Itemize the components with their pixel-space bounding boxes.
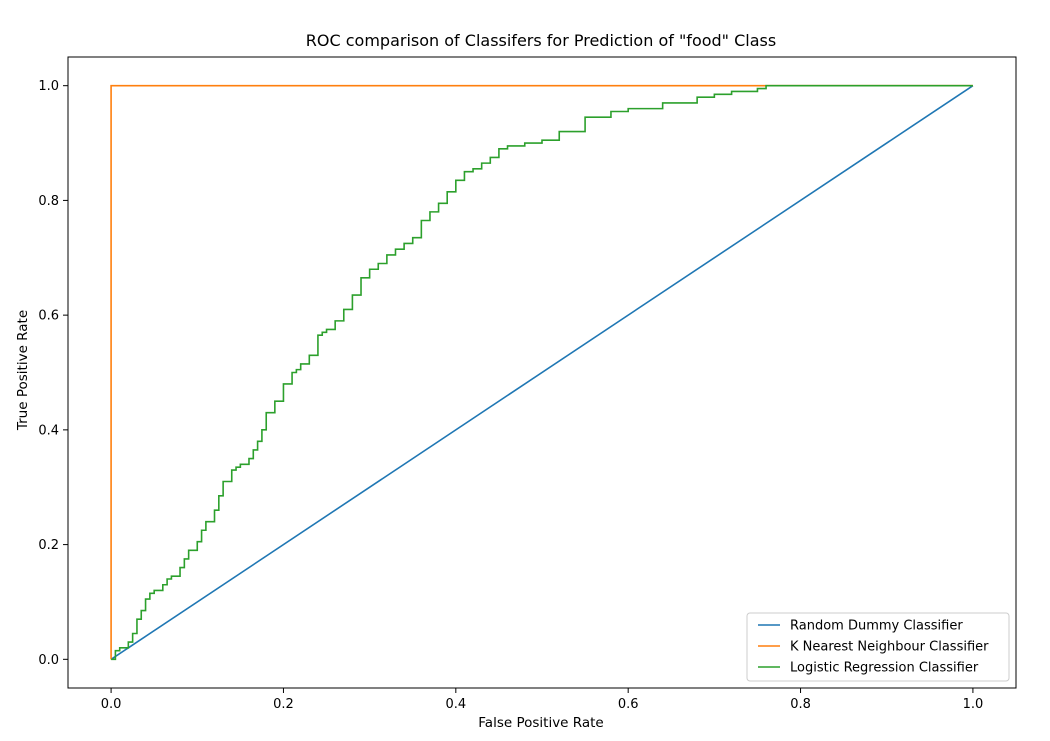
- y-axis-label: True Positive Rate: [15, 310, 31, 431]
- plot-border: [67, 56, 1017, 689]
- y-tick-label: 1.0: [38, 79, 59, 94]
- legend-box: [746, 612, 1010, 682]
- chart-title: ROC comparison of Classifers for Predict…: [306, 31, 776, 50]
- legend-label: Random Dummy Classifier: [790, 619, 963, 634]
- x-tick-label: 0.2: [273, 697, 294, 712]
- series-line-1: [110, 85, 974, 660]
- legend: Random Dummy Classifier K Nearest Neighbo…: [746, 612, 1010, 682]
- x-tick-label: 1.0: [963, 697, 984, 712]
- legend-label: Logistic Regression Classifier: [790, 661, 979, 676]
- axes: 0.0 0.2 0.4 0.6 0.8 1.0 0.0 0.2 0.4 0.6 0.8 1.0: [38, 79, 983, 712]
- x-tick-label: 0.6: [618, 697, 639, 712]
- x-tick-label: 0.4: [445, 697, 466, 712]
- y-tick-label: 0.0: [38, 653, 59, 668]
- y-tick-label: 0.8: [38, 194, 59, 209]
- y-tick-label: 0.4: [38, 423, 59, 438]
- x-tick-label: 0.0: [101, 697, 122, 712]
- series-layer: [110, 84, 974, 661]
- y-tick-label: 0.2: [38, 538, 59, 553]
- series-line-3: [111, 84, 973, 661]
- plot-frame: [67, 56, 1017, 689]
- x-axis-label: False Positive Rate: [478, 715, 603, 731]
- y-tick-label: 0.6: [38, 309, 59, 324]
- x-tick-label: 0.8: [790, 697, 811, 712]
- legend-label: K Nearest Neighbour Classifier: [790, 640, 989, 655]
